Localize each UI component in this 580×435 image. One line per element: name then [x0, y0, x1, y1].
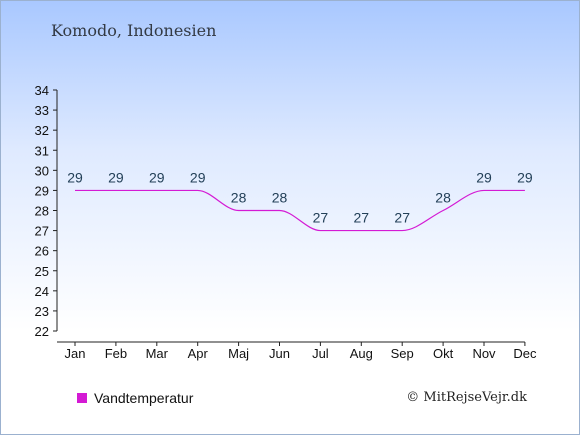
legend-label: Vandtemperatur — [94, 390, 194, 406]
legend-swatch — [77, 393, 87, 403]
series-line-vandtemperatur — [75, 189, 525, 232]
data-label: 27 — [313, 210, 329, 226]
y-tick-label: 30 — [35, 163, 49, 178]
x-tick-label: Apr — [188, 346, 209, 361]
y-tick-label: 32 — [35, 123, 49, 138]
x-tick-label: Maj — [228, 346, 249, 361]
y-tick-label: 28 — [35, 204, 49, 219]
x-tick-label: Dec — [513, 346, 537, 361]
data-label: 27 — [354, 210, 370, 226]
data-label: 29 — [108, 169, 124, 185]
x-tick-label: Feb — [105, 346, 127, 361]
data-label: 28 — [435, 190, 451, 206]
x-tick-label: Aug — [350, 346, 373, 361]
copyright-credit: © MitRejseVejr.dk — [406, 390, 527, 405]
y-tick-label: 27 — [35, 224, 49, 239]
data-label: 29 — [190, 169, 206, 185]
y-tick-label: 22 — [35, 324, 49, 339]
y-tick-label: 25 — [35, 264, 49, 279]
x-tick-label: Jul — [312, 346, 329, 361]
x-tick-label: Jan — [65, 346, 86, 361]
x-tick-label: Mar — [146, 346, 169, 361]
y-tick-label: 29 — [35, 183, 49, 198]
data-label: 29 — [149, 169, 165, 185]
data-label: 28 — [231, 190, 247, 206]
data-label: 29 — [517, 169, 533, 185]
legend: Vandtemperatur — [77, 390, 193, 406]
y-tick-label: 34 — [35, 83, 49, 98]
y-tick-label: 23 — [35, 304, 49, 319]
data-label: 27 — [394, 210, 410, 226]
x-tick-label: Jun — [269, 346, 290, 361]
y-tick-label: 24 — [35, 284, 49, 299]
x-tick-label: Sep — [391, 346, 414, 361]
x-tick-label: Okt — [433, 346, 454, 361]
data-label: 28 — [272, 190, 288, 206]
y-tick-label: 33 — [35, 103, 49, 118]
chart-title: Komodo, Indonesien — [51, 21, 217, 40]
x-tick-label: Nov — [472, 346, 496, 361]
y-tick-label: 31 — [35, 143, 49, 158]
y-tick-label: 26 — [35, 244, 49, 259]
data-label: 29 — [67, 169, 83, 185]
data-label: 29 — [476, 169, 492, 185]
